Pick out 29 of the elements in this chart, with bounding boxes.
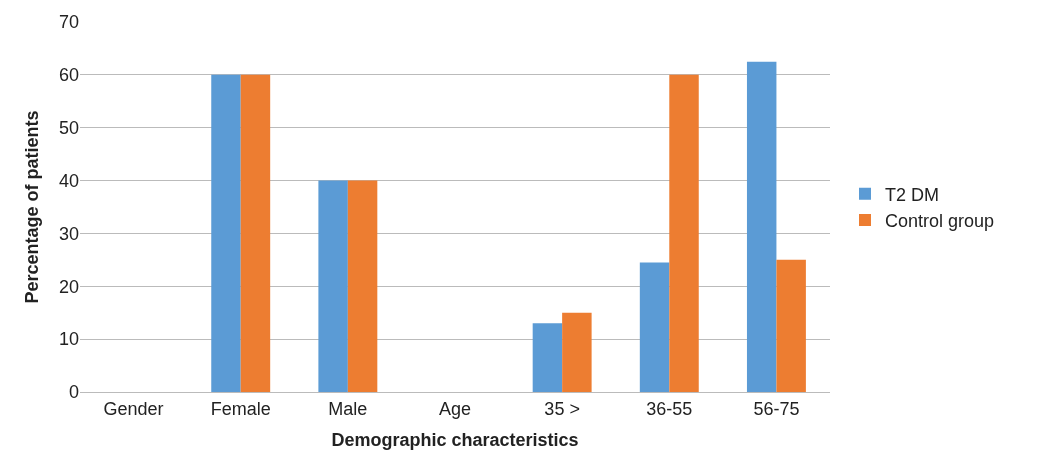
x-tick-label: Gender [103, 398, 164, 419]
bar [532, 323, 563, 392]
bar [562, 312, 592, 392]
legend-label: Control group [885, 211, 995, 232]
y-axis-title: Percentage of patients [22, 110, 43, 304]
y-tick-label: 20 [58, 276, 79, 297]
bar [211, 74, 241, 392]
y-tick-label: 10 [58, 329, 79, 350]
y-tick-label: 70 [58, 12, 79, 33]
x-tick-label: 36-55 [646, 398, 693, 419]
bar [746, 61, 777, 392]
y-tick-label: 40 [58, 170, 79, 191]
y-tick-label: 50 [58, 118, 79, 139]
x-tick-label: Female [210, 398, 271, 419]
bar [347, 180, 378, 392]
x-tick-label: 56-75 [753, 398, 800, 419]
x-tick-label: Age [438, 398, 472, 419]
y-tick-label: 60 [58, 65, 79, 86]
bar [669, 74, 699, 392]
x-tick-label: Male [328, 398, 368, 419]
y-tick-label: 30 [58, 223, 79, 244]
y-tick-label: 0 [68, 382, 79, 403]
x-tick-label: 35 > [544, 398, 580, 419]
x-axis-title: Demographic characteristics [331, 429, 579, 450]
legend-label: T2 DM [885, 184, 939, 205]
bar [240, 74, 271, 392]
bar [776, 259, 806, 392]
bar [639, 262, 670, 392]
bar [318, 180, 348, 392]
